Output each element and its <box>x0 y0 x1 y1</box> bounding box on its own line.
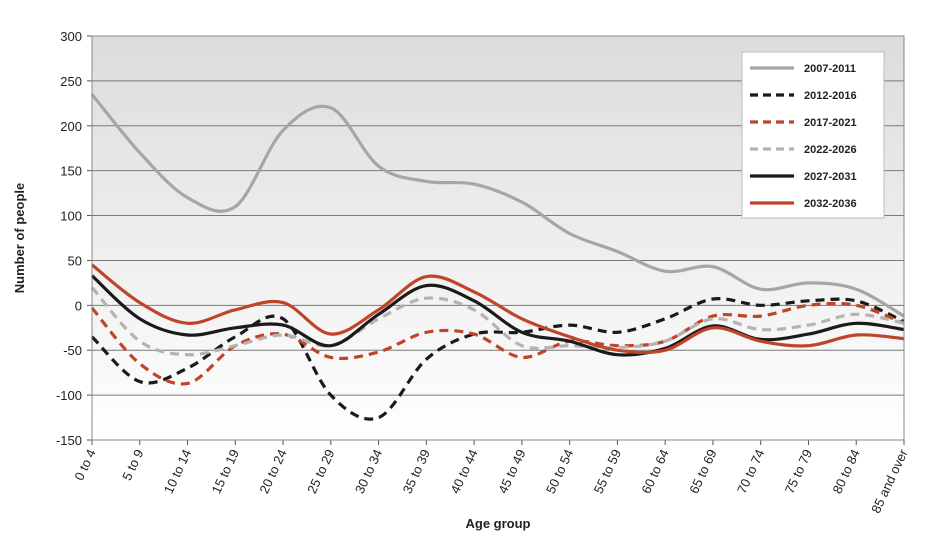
legend-box <box>741 51 885 219</box>
x-tick-label: 60 to 64 <box>638 447 671 496</box>
series-line-2027-2031 <box>90 274 905 357</box>
y-tick-label: -50 <box>63 343 82 358</box>
x-tick-label: 55 to 59 <box>591 447 624 496</box>
y-tick-label: 200 <box>60 119 82 134</box>
y-axis-ticks: 300 250 200 150 100 50 0 -50 -100 -150 <box>56 29 82 448</box>
y-tick-label: 300 <box>60 29 82 44</box>
x-tick-label: 15 to 19 <box>209 447 242 496</box>
y-tick-label: 100 <box>60 209 82 224</box>
y-tick-label: 250 <box>60 74 82 89</box>
series-line-2017-2021 <box>90 301 905 386</box>
x-tick-label: 20 to 24 <box>256 447 289 496</box>
y-tick-label: -150 <box>56 433 82 448</box>
x-tick-label: 30 to 34 <box>352 447 385 496</box>
x-axis-title: Age group <box>466 516 531 531</box>
series-line-2032-2036 <box>91 263 905 355</box>
x-tick-label: 0 to 4 <box>71 447 98 483</box>
x-axis-ticks: 0 to 4 5 to 9 10 to 14 15 to 19 20 to 24 25 t… <box>71 440 911 516</box>
x-tick-label: 40 to 44 <box>447 447 480 496</box>
x-tick-label: 65 to 69 <box>686 447 719 496</box>
y-tick-label: 50 <box>68 253 82 268</box>
series-line-2022-2026 <box>90 286 905 357</box>
legend-label: 2032-2036 <box>804 198 857 210</box>
legend-label: 2022-2026 <box>804 144 857 156</box>
series-line-2012-2016 <box>90 297 905 421</box>
x-tick-label: 75 to 79 <box>782 447 815 496</box>
legend-label: 2027-2031 <box>804 171 857 183</box>
x-tick-label: 35 to 39 <box>400 447 433 496</box>
x-tick-label: 80 to 84 <box>829 447 862 496</box>
y-tick-label: -100 <box>56 388 82 403</box>
x-tick-label: 10 to 14 <box>161 447 194 496</box>
legend-label: 2007-2011 <box>804 63 856 75</box>
x-tick-label: 25 to 29 <box>304 447 337 496</box>
plot-border <box>91 35 905 441</box>
legend-label: 2017-2021 <box>804 117 857 129</box>
series-line-2007-2011 <box>90 93 905 318</box>
y-tick-label: 0 <box>75 298 82 313</box>
x-tick-label: 70 to 74 <box>734 447 767 496</box>
y-axis-title: Number of people <box>12 183 27 294</box>
x-tick-label: 5 to 9 <box>119 447 146 483</box>
y-tick-label: 150 <box>60 164 82 179</box>
series-lines <box>90 93 905 421</box>
x-tick-label: 85 and over <box>868 446 911 515</box>
x-tick-label: 50 to 54 <box>543 447 576 496</box>
legend-label: 2012-2016 <box>804 90 857 102</box>
legend: 2007-2011 2012-2016 2017-2021 2022-2026 2027… <box>741 51 885 219</box>
x-tick-label: 45 to 49 <box>495 447 528 496</box>
